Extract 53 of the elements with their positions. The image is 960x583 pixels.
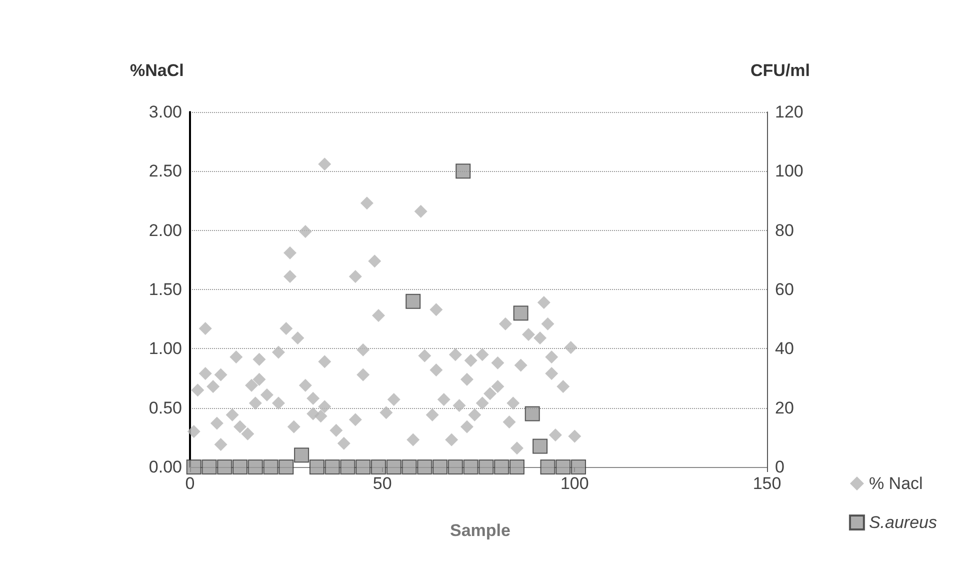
point bbox=[309, 460, 324, 474]
y2-tick-label: 20 bbox=[775, 398, 794, 418]
point bbox=[448, 460, 463, 474]
y2-tick-label: 40 bbox=[775, 339, 794, 358]
point bbox=[513, 306, 528, 321]
point bbox=[186, 460, 202, 474]
point bbox=[232, 460, 248, 474]
point bbox=[494, 460, 510, 474]
y2-tick-label: 80 bbox=[775, 220, 794, 240]
x-axis-title: Sample bbox=[450, 521, 510, 540]
point bbox=[456, 164, 471, 179]
x-tick-label: 150 bbox=[752, 474, 782, 493]
y-tick-label: 2.50 bbox=[148, 162, 182, 181]
point bbox=[417, 460, 432, 474]
point bbox=[324, 460, 340, 474]
point bbox=[406, 294, 421, 309]
legend-label: % Nacl bbox=[868, 474, 923, 493]
y-tick-label: 0.50 bbox=[148, 398, 182, 418]
point bbox=[402, 460, 417, 474]
y-tick-label: 3.00 bbox=[148, 102, 182, 122]
y2-axis-title: CFU/ml bbox=[750, 61, 810, 80]
point bbox=[571, 460, 586, 474]
point bbox=[432, 460, 448, 474]
point bbox=[556, 460, 571, 474]
legend-label: S.aureus bbox=[868, 513, 938, 532]
point bbox=[532, 438, 548, 454]
y2-tick-label: 120 bbox=[775, 102, 804, 122]
point bbox=[463, 460, 478, 474]
y2-tick-label: 100 bbox=[775, 162, 804, 181]
point bbox=[263, 460, 278, 474]
y-tick-label: 1.00 bbox=[148, 339, 182, 358]
y-tick-label: 0.00 bbox=[148, 458, 182, 476]
y2-tick-label: 60 bbox=[775, 280, 794, 299]
point bbox=[278, 460, 294, 474]
point bbox=[478, 460, 494, 474]
y-axis-title: %NaCl bbox=[130, 61, 184, 80]
point bbox=[294, 448, 310, 463]
point bbox=[356, 460, 371, 474]
point bbox=[248, 460, 263, 474]
y2-tick-label: 0 bbox=[775, 458, 784, 476]
point bbox=[202, 460, 217, 474]
point bbox=[386, 460, 402, 474]
point bbox=[509, 460, 524, 474]
x-tick-label: 0 bbox=[185, 474, 195, 493]
x-tick-label: 50 bbox=[372, 474, 392, 493]
x-tick-label: 100 bbox=[560, 474, 589, 493]
point bbox=[370, 460, 386, 474]
point bbox=[524, 406, 540, 422]
point bbox=[340, 460, 356, 474]
point bbox=[540, 460, 556, 474]
y-tick-label: 1.50 bbox=[148, 280, 182, 299]
point bbox=[217, 460, 232, 474]
y-tick-label: 2.00 bbox=[148, 220, 182, 240]
